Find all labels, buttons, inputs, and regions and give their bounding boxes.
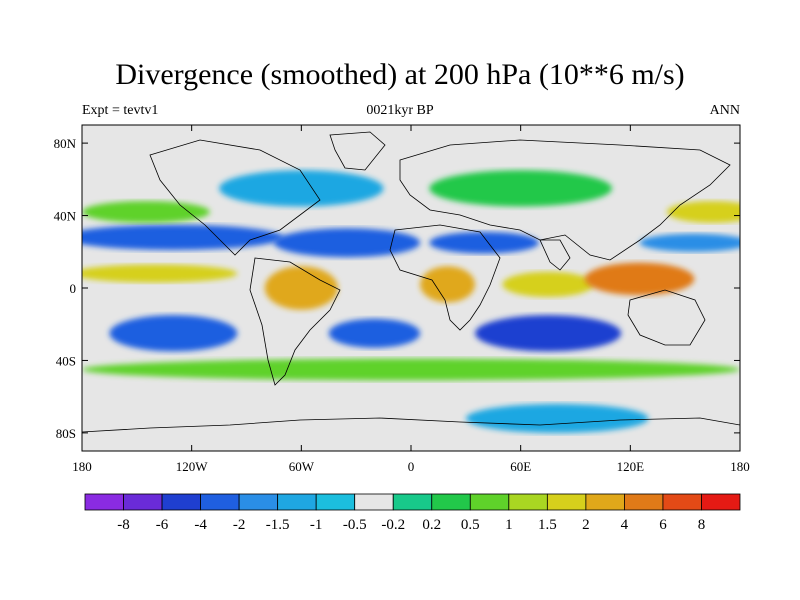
colorbar-swatch bbox=[277, 493, 317, 511]
colorbar-swatch bbox=[546, 493, 587, 511]
field-band-africa-neg bbox=[429, 231, 539, 254]
india-coast bbox=[539, 239, 571, 271]
field-band-atlantic-neg bbox=[273, 228, 421, 258]
x-tick-label: 120W bbox=[176, 459, 209, 474]
colorbar-swatch bbox=[585, 493, 625, 511]
colorbar-swatch bbox=[161, 493, 201, 511]
season-label: ANN bbox=[709, 103, 740, 118]
field-band-west-pacific-neg bbox=[639, 233, 740, 252]
colorbar-label: -8 bbox=[117, 517, 130, 533]
africa-coast bbox=[389, 224, 501, 331]
x-tick-label: 180 bbox=[72, 459, 92, 474]
colorbar-label: 6 bbox=[659, 517, 667, 533]
colorbar-swatch bbox=[238, 493, 279, 511]
colorbar-swatch bbox=[84, 493, 124, 511]
field-south-indian-neg bbox=[474, 315, 622, 352]
colorbar-swatch bbox=[123, 493, 163, 511]
field-layer bbox=[82, 170, 740, 433]
colorbar-label: -4 bbox=[194, 517, 207, 533]
field-maritime-continent-pos bbox=[584, 262, 695, 296]
greenland-coast bbox=[329, 131, 386, 171]
y-tick-label: 40S bbox=[56, 353, 76, 368]
colorbar-label: -1 bbox=[310, 517, 323, 533]
colorbar-label: -6 bbox=[156, 517, 169, 533]
coastlines bbox=[82, 131, 740, 433]
field-south-atlantic-neg bbox=[328, 318, 421, 348]
field-indian-ocean-pos bbox=[502, 271, 594, 298]
axis-layer: 180 120W 60W 0 60E 120E 180 80N 40N 0 40S 80S bbox=[54, 125, 750, 474]
field-antarctic-neg bbox=[465, 403, 649, 433]
colorbar-label: 8 bbox=[698, 517, 706, 533]
colorbar-label: -0.2 bbox=[381, 517, 405, 533]
x-tick-label: 120E bbox=[617, 459, 645, 474]
colorbar-label: -1.5 bbox=[266, 517, 290, 533]
y-tick-label: 80S bbox=[56, 426, 76, 441]
australia-coast bbox=[627, 289, 706, 346]
colorbar-swatch bbox=[662, 493, 702, 511]
colorbar-label: 0.2 bbox=[422, 517, 441, 533]
x-tick-label: 180 bbox=[730, 459, 750, 474]
x-tick-label: 60W bbox=[289, 459, 315, 474]
y-tick-label: 0 bbox=[70, 281, 77, 296]
colorbar-swatch bbox=[701, 493, 741, 511]
eurasia-coast bbox=[399, 139, 731, 261]
colorbar-swatch bbox=[354, 493, 394, 511]
colorbar-label: 4 bbox=[621, 517, 629, 533]
field-south-pacific-neg bbox=[109, 315, 238, 352]
south-america-coast bbox=[249, 257, 341, 386]
chart-title: Divergence (smoothed) at 200 hPa (10**6 … bbox=[115, 58, 685, 91]
field-southern-ocean-pos bbox=[82, 358, 740, 381]
colorbar-label: 2 bbox=[582, 517, 590, 533]
y-tick-label: 80N bbox=[54, 136, 77, 151]
field-eurasia-pos bbox=[429, 170, 613, 207]
field-northwest-pacific-pos bbox=[666, 201, 740, 223]
north-america-coast bbox=[149, 139, 321, 256]
colorbar-label: 1 bbox=[505, 517, 513, 533]
colorbar-swatch bbox=[392, 493, 433, 511]
field-band-north-pacific-neg bbox=[82, 224, 284, 250]
x-tick-label: 0 bbox=[408, 459, 415, 474]
colorbar-swatch bbox=[431, 493, 471, 511]
colorbar-swatch bbox=[469, 493, 510, 511]
colorbar-swatch bbox=[624, 493, 664, 511]
field-south-america-pos bbox=[264, 266, 338, 310]
antarctica-coast bbox=[82, 417, 740, 433]
colorbar-label: 0.5 bbox=[461, 517, 480, 533]
y-tick-label: 40N bbox=[54, 209, 77, 224]
colorbar-label: -2 bbox=[233, 517, 246, 533]
colorbar-swatch bbox=[200, 493, 240, 511]
colorbar-label: 1.5 bbox=[538, 517, 557, 533]
colorbar-swatch bbox=[508, 493, 548, 511]
field-africa-pos bbox=[420, 266, 475, 303]
colorbar: -8 -6 -4 -2 -1.5 -1 -0.5 -0.2 0.2 0.5 1 1.5 2 4 6 8 bbox=[84, 493, 741, 533]
time-label: 0021kyr BP bbox=[366, 103, 434, 118]
field-north-pacific-pos bbox=[82, 201, 210, 223]
field-itcz-pacific-pos bbox=[82, 264, 238, 283]
colorbar-label: -0.5 bbox=[343, 517, 367, 533]
experiment-label: Expt = tevtv1 bbox=[82, 103, 159, 118]
x-tick-label: 60E bbox=[510, 459, 531, 474]
field-north-atlantic-neg bbox=[219, 170, 384, 207]
colorbar-swatch bbox=[315, 493, 356, 511]
